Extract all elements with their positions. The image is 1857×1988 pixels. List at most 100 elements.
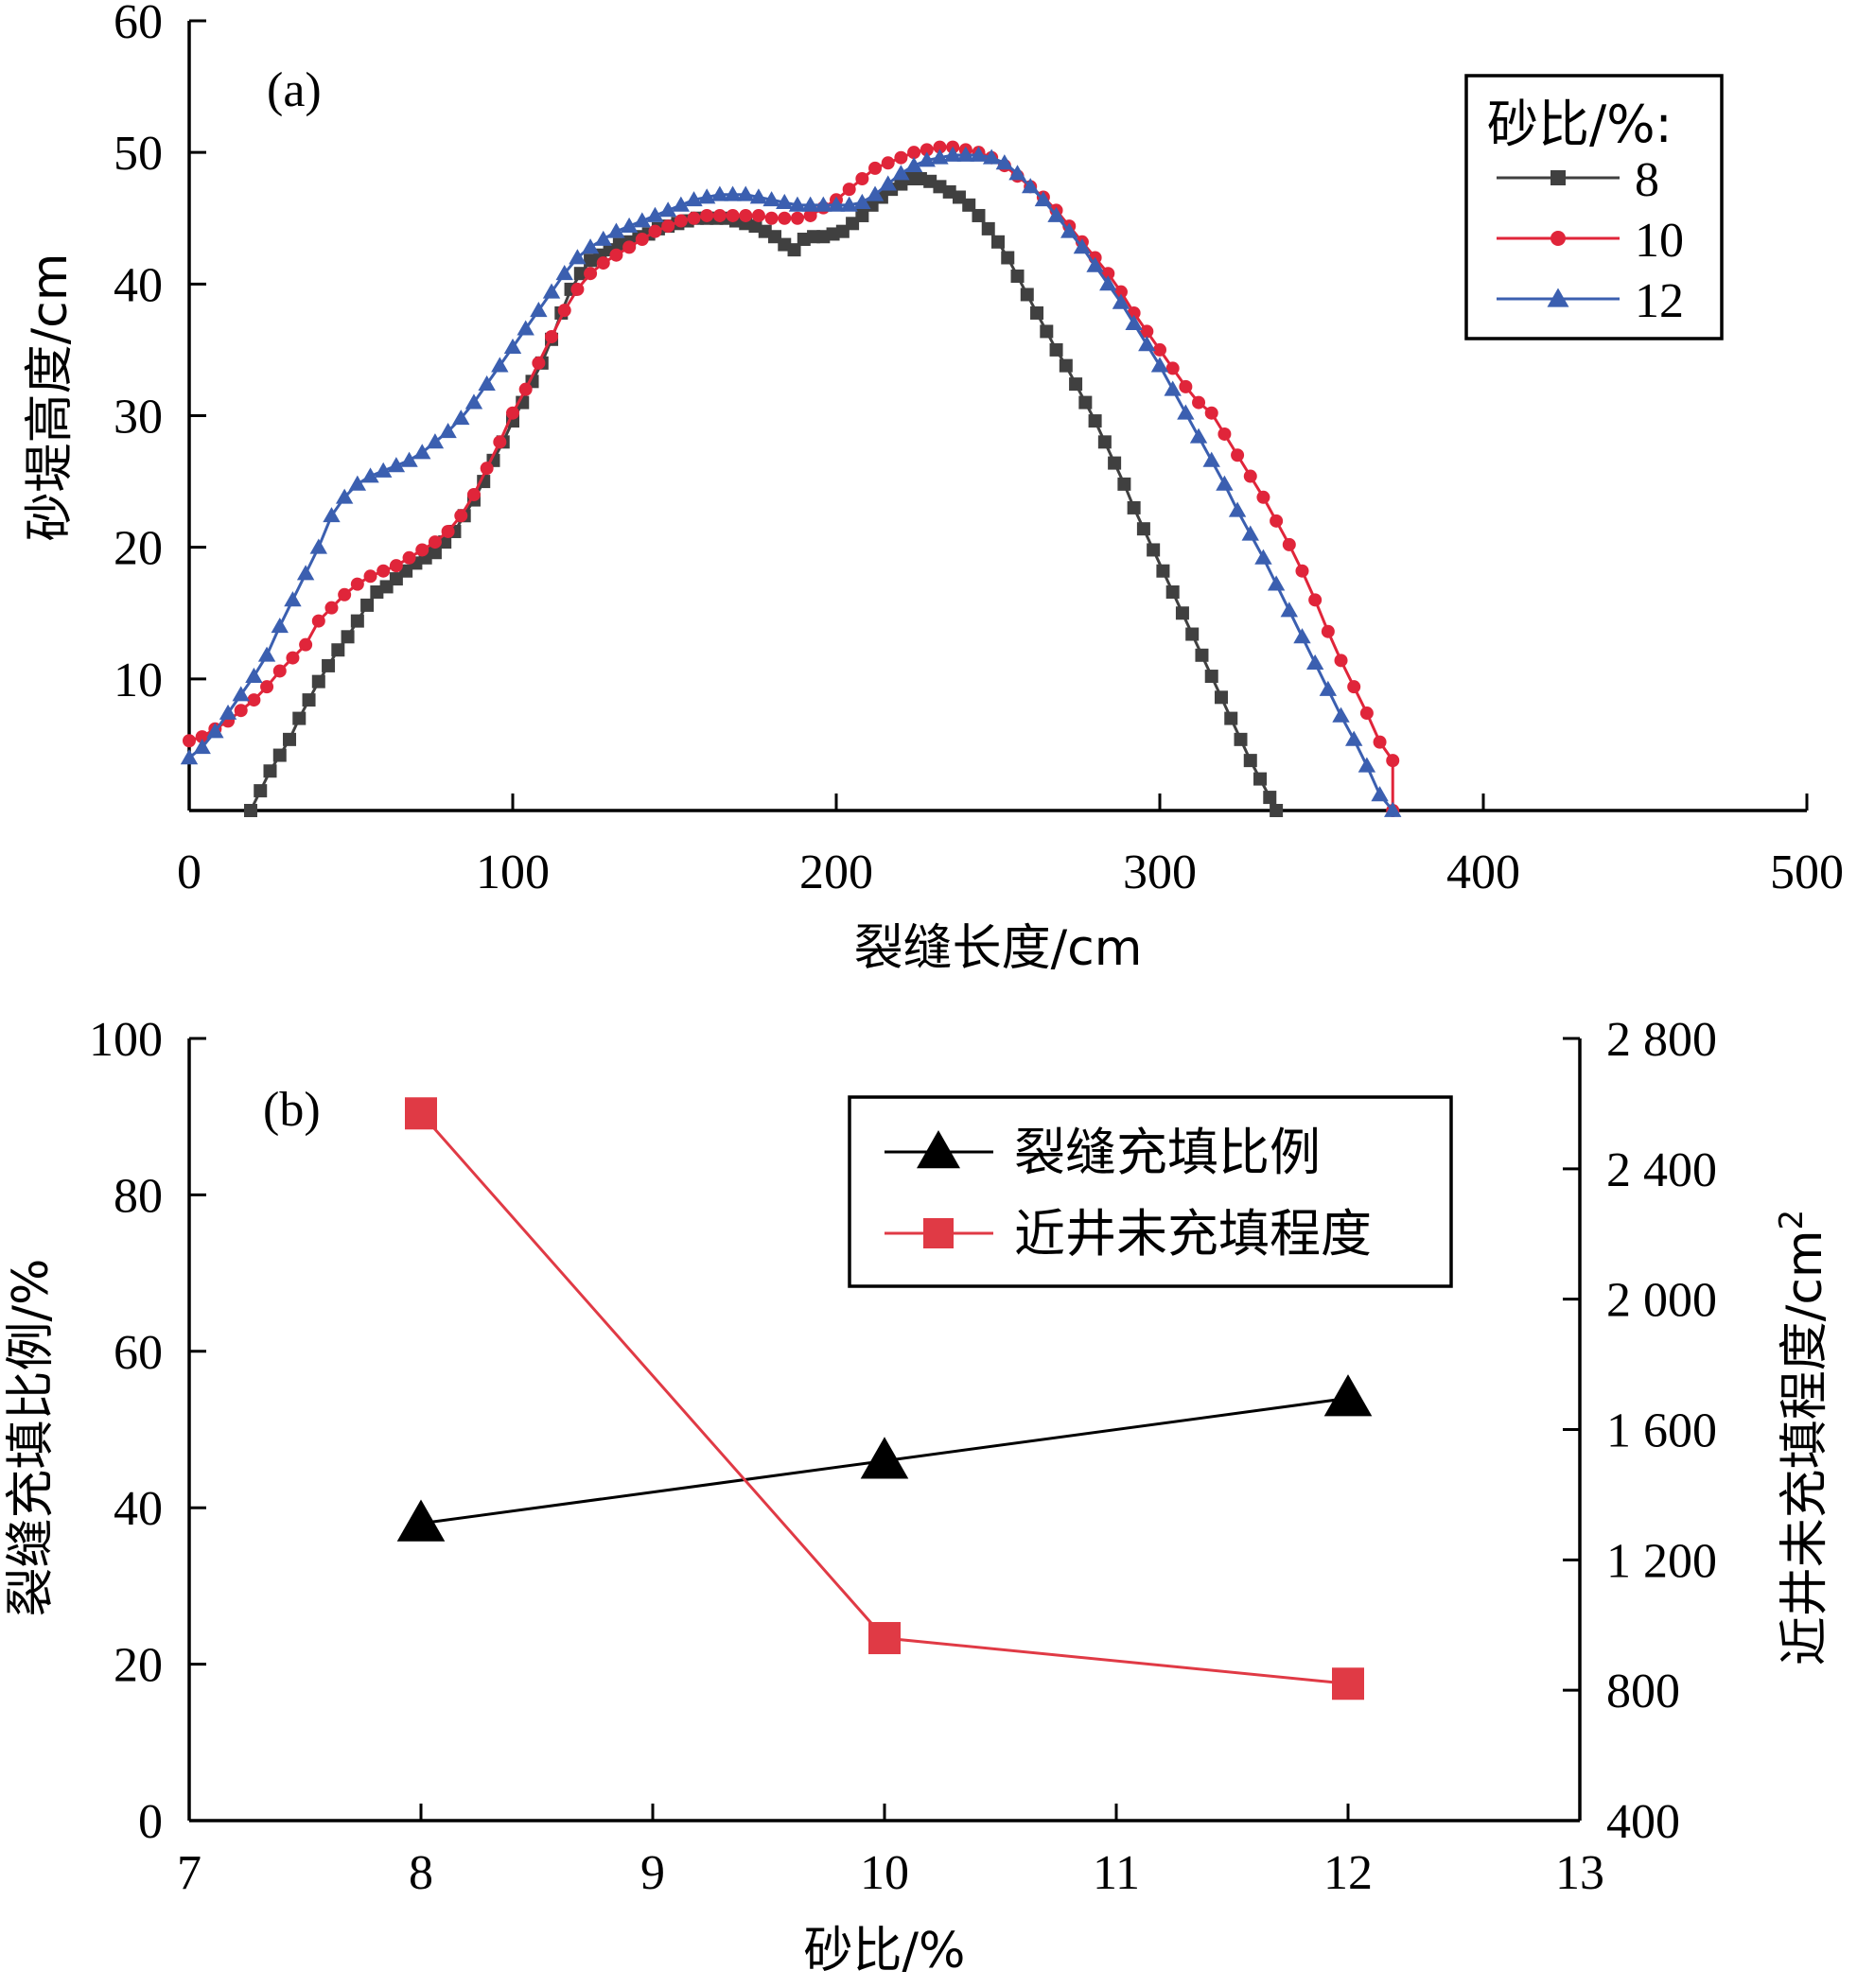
data-point (311, 614, 325, 628)
panel-b-right-y-axis-label: 近井未充填程度/cm2 (1773, 1210, 1833, 1665)
data-point (881, 156, 895, 170)
data-point (545, 330, 559, 343)
legend-label-8: 8 (1635, 153, 1659, 207)
data-point (1359, 706, 1374, 721)
data-point (853, 193, 871, 209)
panel-b-right-y-tick-label: 2 800 (1606, 1013, 1717, 1067)
data-point (272, 748, 287, 762)
data-point (894, 150, 908, 165)
data-point (1175, 606, 1189, 620)
data-point (1040, 324, 1054, 339)
panel-b-right-y-tick-label: 2 400 (1606, 1143, 1717, 1197)
data-point (363, 569, 377, 584)
data-point (1384, 801, 1402, 817)
data-point (1136, 522, 1150, 536)
panel-b-left-y-tick-label: 60 (114, 1326, 163, 1380)
data-point (348, 475, 367, 491)
series-裂缝充填比例 (396, 1374, 1373, 1542)
data-point (518, 382, 533, 396)
data-point (956, 146, 974, 162)
panel-b-left-y-tick-label: 20 (114, 1639, 163, 1693)
data-point (441, 524, 455, 538)
data-point (503, 338, 522, 355)
data-point (245, 667, 263, 683)
panel-a-y-tick-label: 60 (114, 0, 163, 49)
panel-b-x-tick-label: 9 (640, 1846, 665, 1900)
data-point (1253, 772, 1268, 786)
data-point (466, 488, 481, 501)
data-point (1293, 628, 1311, 644)
data-point (1113, 285, 1128, 299)
legend-marker (917, 1130, 960, 1169)
panel-b-right-y-tick-label: 800 (1606, 1665, 1680, 1718)
data-point (1165, 584, 1180, 599)
data-point (1060, 222, 1078, 238)
data-point (1270, 804, 1284, 817)
data-point (726, 208, 740, 222)
data-point (532, 356, 546, 370)
data-point (360, 598, 375, 612)
data-point (1256, 490, 1270, 504)
series-近井未充填程度 (405, 1097, 1364, 1700)
data-point (646, 206, 664, 222)
data-point (257, 646, 276, 662)
data-point (1150, 357, 1169, 373)
data-point (982, 148, 1001, 165)
data-point (970, 146, 988, 162)
data-point (324, 601, 339, 615)
data-point (283, 732, 297, 746)
data-point (855, 172, 869, 185)
data-point (311, 674, 325, 689)
data-point (1022, 178, 1040, 194)
data-point (1049, 342, 1063, 357)
panel-b-right-y-tick-label: 400 (1606, 1795, 1680, 1849)
data-point (389, 559, 403, 573)
data-point (855, 208, 869, 222)
legend-marker (1550, 170, 1566, 185)
data-point (573, 267, 587, 281)
data-point (860, 1437, 909, 1479)
data-point (866, 185, 885, 201)
data-point (687, 211, 701, 225)
panel-b-right-y-axis-label-main: 近井未充填程度/cm (1777, 1229, 1833, 1665)
data-point (1140, 324, 1154, 339)
data-point (569, 249, 587, 265)
legend-label: 裂缝充填比例 (1014, 1123, 1321, 1182)
data-point (778, 211, 792, 225)
data-point (674, 214, 688, 228)
data-point (309, 538, 327, 554)
data-point (1214, 690, 1228, 705)
data-point (1228, 501, 1247, 517)
data-point (1308, 593, 1323, 607)
data-point (710, 185, 729, 201)
data-point (428, 535, 442, 549)
data-point (272, 664, 287, 678)
data-point (1108, 456, 1122, 470)
data-point (1030, 305, 1044, 320)
data-point (1204, 406, 1218, 420)
data-point (1088, 414, 1102, 428)
data-point (788, 196, 807, 212)
data-point (480, 462, 494, 476)
data-point (335, 488, 354, 504)
data-point (1270, 514, 1284, 528)
data-point (1319, 680, 1338, 696)
data-point (1267, 575, 1286, 591)
data-point (506, 406, 519, 420)
series-line-8 (249, 177, 1278, 811)
data-point (762, 191, 780, 207)
data-point (724, 185, 742, 201)
panel-b-label: (b) (263, 1083, 321, 1137)
data-point (1358, 757, 1376, 773)
data-point (904, 156, 923, 172)
panel-a-y-axis-label: 砂堤高度/cm (22, 253, 79, 542)
data-point (594, 230, 612, 246)
data-point (1069, 377, 1083, 392)
data-point (375, 462, 393, 478)
data-point (1117, 477, 1131, 491)
series-12 (180, 146, 1402, 817)
data-point (570, 282, 585, 296)
data-point (962, 198, 976, 212)
data-point (609, 248, 623, 262)
data-point (1202, 451, 1220, 467)
